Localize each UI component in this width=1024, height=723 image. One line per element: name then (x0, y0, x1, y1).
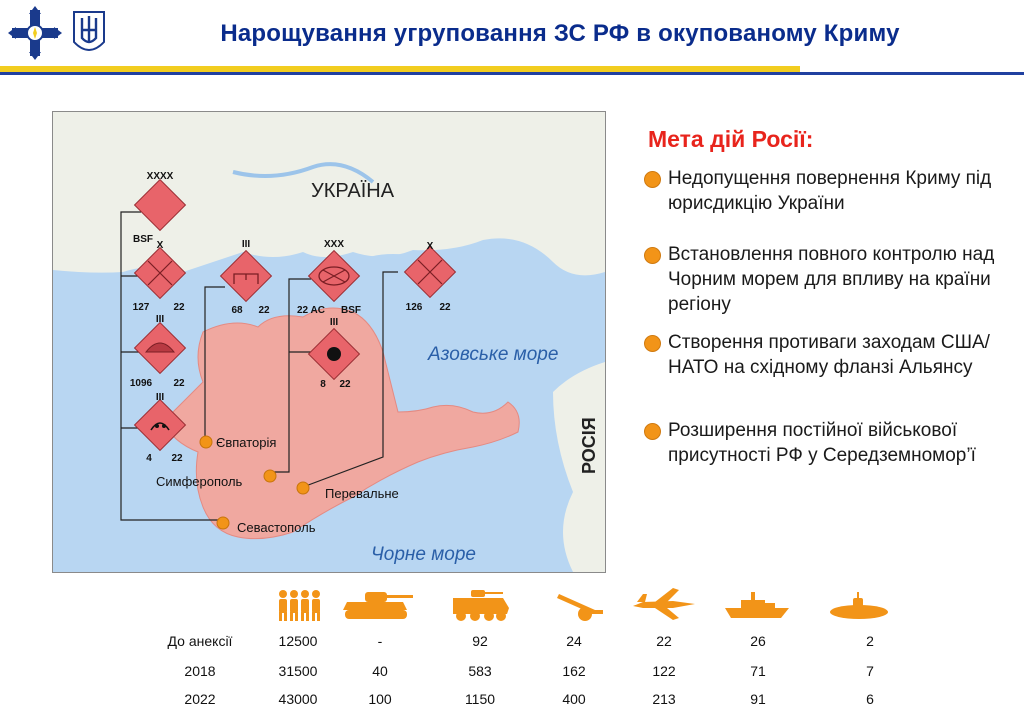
svg-text:BSF: BSF (133, 234, 153, 245)
bullet-icon (644, 335, 661, 352)
svg-text:BSF: BSF (341, 305, 361, 316)
row-label: 2022 (184, 691, 216, 707)
goals-title: Мета дій Росії: (648, 126, 814, 152)
stat-value: 92 (472, 633, 488, 649)
unit-symbol: III 68 22 (219, 239, 273, 316)
unit-symbol: III 4 22 (133, 392, 187, 464)
country-label-ukraine: УКРАЇНА (311, 180, 395, 202)
row-label: До анексії (167, 633, 233, 649)
unit-symbol: III 1096 22 (130, 314, 187, 389)
crimea-peninsula (162, 307, 520, 540)
city-label: Євпаторія (216, 435, 276, 450)
svg-text:127: 127 (133, 302, 150, 313)
stat-value: 12500 (278, 633, 318, 649)
emblem-logo (8, 6, 105, 60)
submarine-icon (830, 592, 888, 619)
svg-text:22: 22 (173, 302, 185, 313)
bullet-icon (644, 247, 661, 264)
country-label-russia: РОСІЯ (579, 417, 599, 474)
stat-value: 26 (750, 633, 766, 649)
sea-label-black: Чорне море (371, 544, 476, 565)
svg-text:22: 22 (171, 453, 183, 464)
svg-text:X: X (427, 241, 434, 252)
city-dot (199, 435, 213, 449)
stat-value: 122 (652, 663, 676, 679)
russia-land (553, 362, 605, 572)
svg-text:22 AC: 22 AC (297, 305, 325, 316)
svg-text:126: 126 (406, 302, 423, 313)
svg-text:4: 4 (146, 453, 152, 464)
svg-text:1096: 1096 (130, 378, 153, 389)
tank-icon (343, 592, 413, 619)
personnel-icon (279, 590, 320, 621)
warship-icon (725, 592, 789, 618)
stat-value: 1150 (464, 691, 496, 707)
armored-vehicle-icon (453, 590, 509, 621)
svg-text:22: 22 (173, 378, 185, 389)
stat-value: 24 (566, 633, 582, 649)
city-dot (296, 481, 310, 495)
svg-text:XXXX: XXXX (147, 171, 174, 182)
city-label: Севастополь (237, 520, 316, 535)
svg-text:22: 22 (339, 379, 351, 390)
bullet-icon (644, 171, 661, 188)
stat-value: 31500 (278, 663, 318, 679)
svg-text:22: 22 (439, 302, 451, 313)
unit-symbol: III 8 22 (307, 317, 361, 390)
stat-value: 213 (652, 691, 676, 707)
svg-text:8: 8 (320, 379, 326, 390)
city-dot (263, 469, 277, 483)
svg-text:XXX: XXX (324, 239, 344, 250)
unit-symbol: XXX 22 AC BSF (297, 239, 361, 316)
mainland-ukraine (53, 112, 605, 276)
stat-value: 7 (866, 663, 874, 679)
aircraft-icon (633, 588, 695, 620)
svg-text:III: III (156, 392, 165, 403)
city-label: Симферополь (156, 474, 243, 489)
stat-value: 40 (372, 663, 388, 679)
stat-value: 2 (866, 633, 874, 649)
svg-text:III: III (156, 314, 165, 325)
stat-value: 91 (750, 691, 766, 707)
header-stripe-gold (0, 66, 800, 72)
svg-text:68: 68 (231, 305, 243, 316)
svg-text:X: X (157, 240, 164, 251)
svg-text:22: 22 (258, 305, 270, 316)
row-label: 2018 (184, 663, 216, 679)
stat-value: 43000 (278, 691, 318, 707)
stat-value: - (377, 633, 383, 649)
page-title: Нарощування угруповання ЗС РФ в окупован… (220, 20, 900, 47)
equipment-stats-table: До анексії 12500 - 92 24 22 26 2 2018 31… (155, 588, 915, 718)
bullet-icon (644, 423, 661, 440)
header-stripe-blue (0, 72, 1024, 75)
city-label: Перевальне (325, 486, 399, 501)
stat-value: 162 (562, 663, 586, 679)
artillery-icon (557, 594, 603, 621)
stat-value: 6 (866, 691, 874, 707)
stat-value: 400 (562, 691, 586, 707)
city-dot (216, 516, 230, 530)
sea-label-azov: Азовське море (427, 344, 558, 365)
header: Нарощування угруповання ЗС РФ в окупован… (0, 0, 1024, 80)
stat-value: 71 (750, 663, 766, 679)
unit-symbol: XXXX BSF (133, 171, 187, 245)
crimea-map: УКРАЇНА Азовське море Чорне море РОСІЯ X… (52, 111, 606, 573)
unit-symbol: X 127 22 (133, 240, 187, 313)
svg-text:III: III (330, 317, 339, 328)
svg-text:III: III (242, 239, 251, 250)
stat-value: 22 (656, 633, 672, 649)
unit-symbol: X 126 22 (403, 241, 457, 313)
stat-value: 583 (468, 663, 492, 679)
stat-value: 100 (368, 691, 392, 707)
